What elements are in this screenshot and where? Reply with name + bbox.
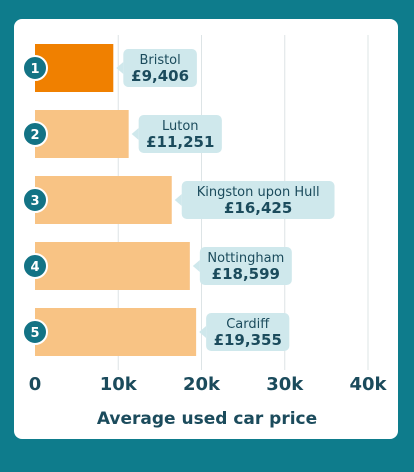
- callout-pointer: [174, 194, 182, 206]
- rank-badge: [22, 55, 48, 81]
- rank-badge: [22, 319, 48, 345]
- bar: [35, 110, 129, 158]
- callout-box: [199, 247, 292, 285]
- bar: [35, 242, 190, 290]
- rank-badge: [22, 187, 48, 213]
- rank-label: 5: [30, 326, 39, 341]
- rank-badge: [22, 121, 48, 147]
- rank-label: 3: [30, 194, 39, 209]
- bars: 1 Bristol£9,406 2 Luton£11,251 3 Kingston upo…: [22, 44, 335, 356]
- value-label: £9,406: [131, 67, 189, 85]
- bar: [35, 176, 172, 224]
- rank-label: 4: [30, 260, 39, 275]
- value-label: £19,355: [214, 331, 282, 349]
- x-tick-label: 40k: [349, 374, 387, 395]
- callout-box: [123, 49, 197, 87]
- x-tick-label: 10k: [100, 374, 138, 395]
- x-tick-label: 30k: [266, 374, 304, 395]
- callout-pointer: [199, 326, 207, 338]
- callout-box: [181, 181, 335, 219]
- value-label: £11,251: [146, 133, 214, 151]
- category-label: Luton: [162, 119, 199, 134]
- category-label: Bristol: [139, 53, 180, 68]
- callout-box: [206, 313, 290, 351]
- callout-pointer: [116, 62, 124, 74]
- x-tick-label: 0: [29, 374, 42, 395]
- x-axis-title: Average used car price: [97, 409, 317, 429]
- callout-pointer: [192, 260, 200, 272]
- rank-label: 2: [30, 128, 39, 143]
- rank-label: 1: [30, 62, 39, 77]
- category-label: Nottingham: [207, 251, 284, 266]
- bar: [35, 44, 114, 92]
- value-label: £16,425: [224, 199, 292, 217]
- category-label: Cardiff: [226, 317, 270, 332]
- x-axis: 0 10k 20k 30k 40k: [29, 374, 388, 395]
- callout-box: [138, 115, 222, 153]
- bar: [35, 308, 197, 356]
- category-label: Kingston upon Hull: [197, 185, 320, 200]
- rank-badge: [22, 253, 48, 279]
- value-label: £18,599: [212, 265, 280, 283]
- x-tick-label: 20k: [183, 374, 221, 395]
- callout-pointer: [131, 128, 139, 140]
